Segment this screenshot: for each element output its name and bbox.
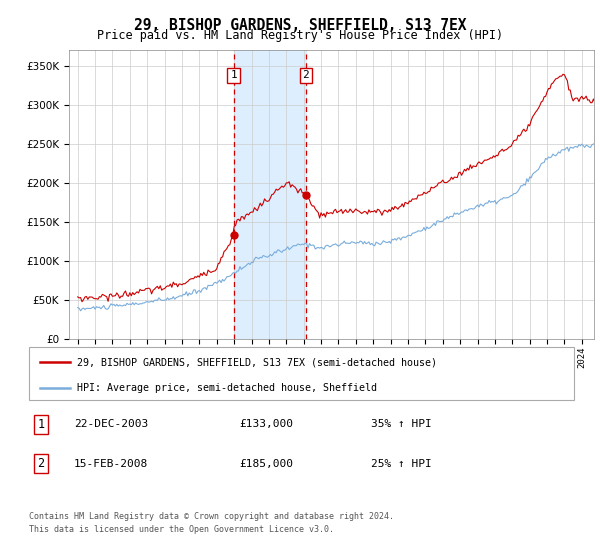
Text: 2: 2 xyxy=(37,457,44,470)
Bar xyxy=(233,50,306,339)
Text: 22-DEC-2003: 22-DEC-2003 xyxy=(74,419,148,430)
Text: £133,000: £133,000 xyxy=(239,419,293,430)
Text: 15-FEB-2008: 15-FEB-2008 xyxy=(74,459,148,469)
Text: 35% ↑ HPI: 35% ↑ HPI xyxy=(371,419,431,430)
Text: 1: 1 xyxy=(230,71,237,80)
Text: This data is licensed under the Open Government Licence v3.0.: This data is licensed under the Open Gov… xyxy=(29,525,334,534)
Text: Contains HM Land Registry data © Crown copyright and database right 2024.: Contains HM Land Registry data © Crown c… xyxy=(29,512,394,521)
Text: £185,000: £185,000 xyxy=(239,459,293,469)
Text: 2: 2 xyxy=(302,71,309,80)
Text: Price paid vs. HM Land Registry's House Price Index (HPI): Price paid vs. HM Land Registry's House … xyxy=(97,29,503,42)
Text: 29, BISHOP GARDENS, SHEFFIELD, S13 7EX (semi-detached house): 29, BISHOP GARDENS, SHEFFIELD, S13 7EX (… xyxy=(77,357,437,367)
Text: HPI: Average price, semi-detached house, Sheffield: HPI: Average price, semi-detached house,… xyxy=(77,382,377,393)
FancyBboxPatch shape xyxy=(29,347,574,400)
Text: 25% ↑ HPI: 25% ↑ HPI xyxy=(371,459,431,469)
Text: 29, BISHOP GARDENS, SHEFFIELD, S13 7EX: 29, BISHOP GARDENS, SHEFFIELD, S13 7EX xyxy=(134,18,466,33)
Text: 1: 1 xyxy=(37,418,44,431)
